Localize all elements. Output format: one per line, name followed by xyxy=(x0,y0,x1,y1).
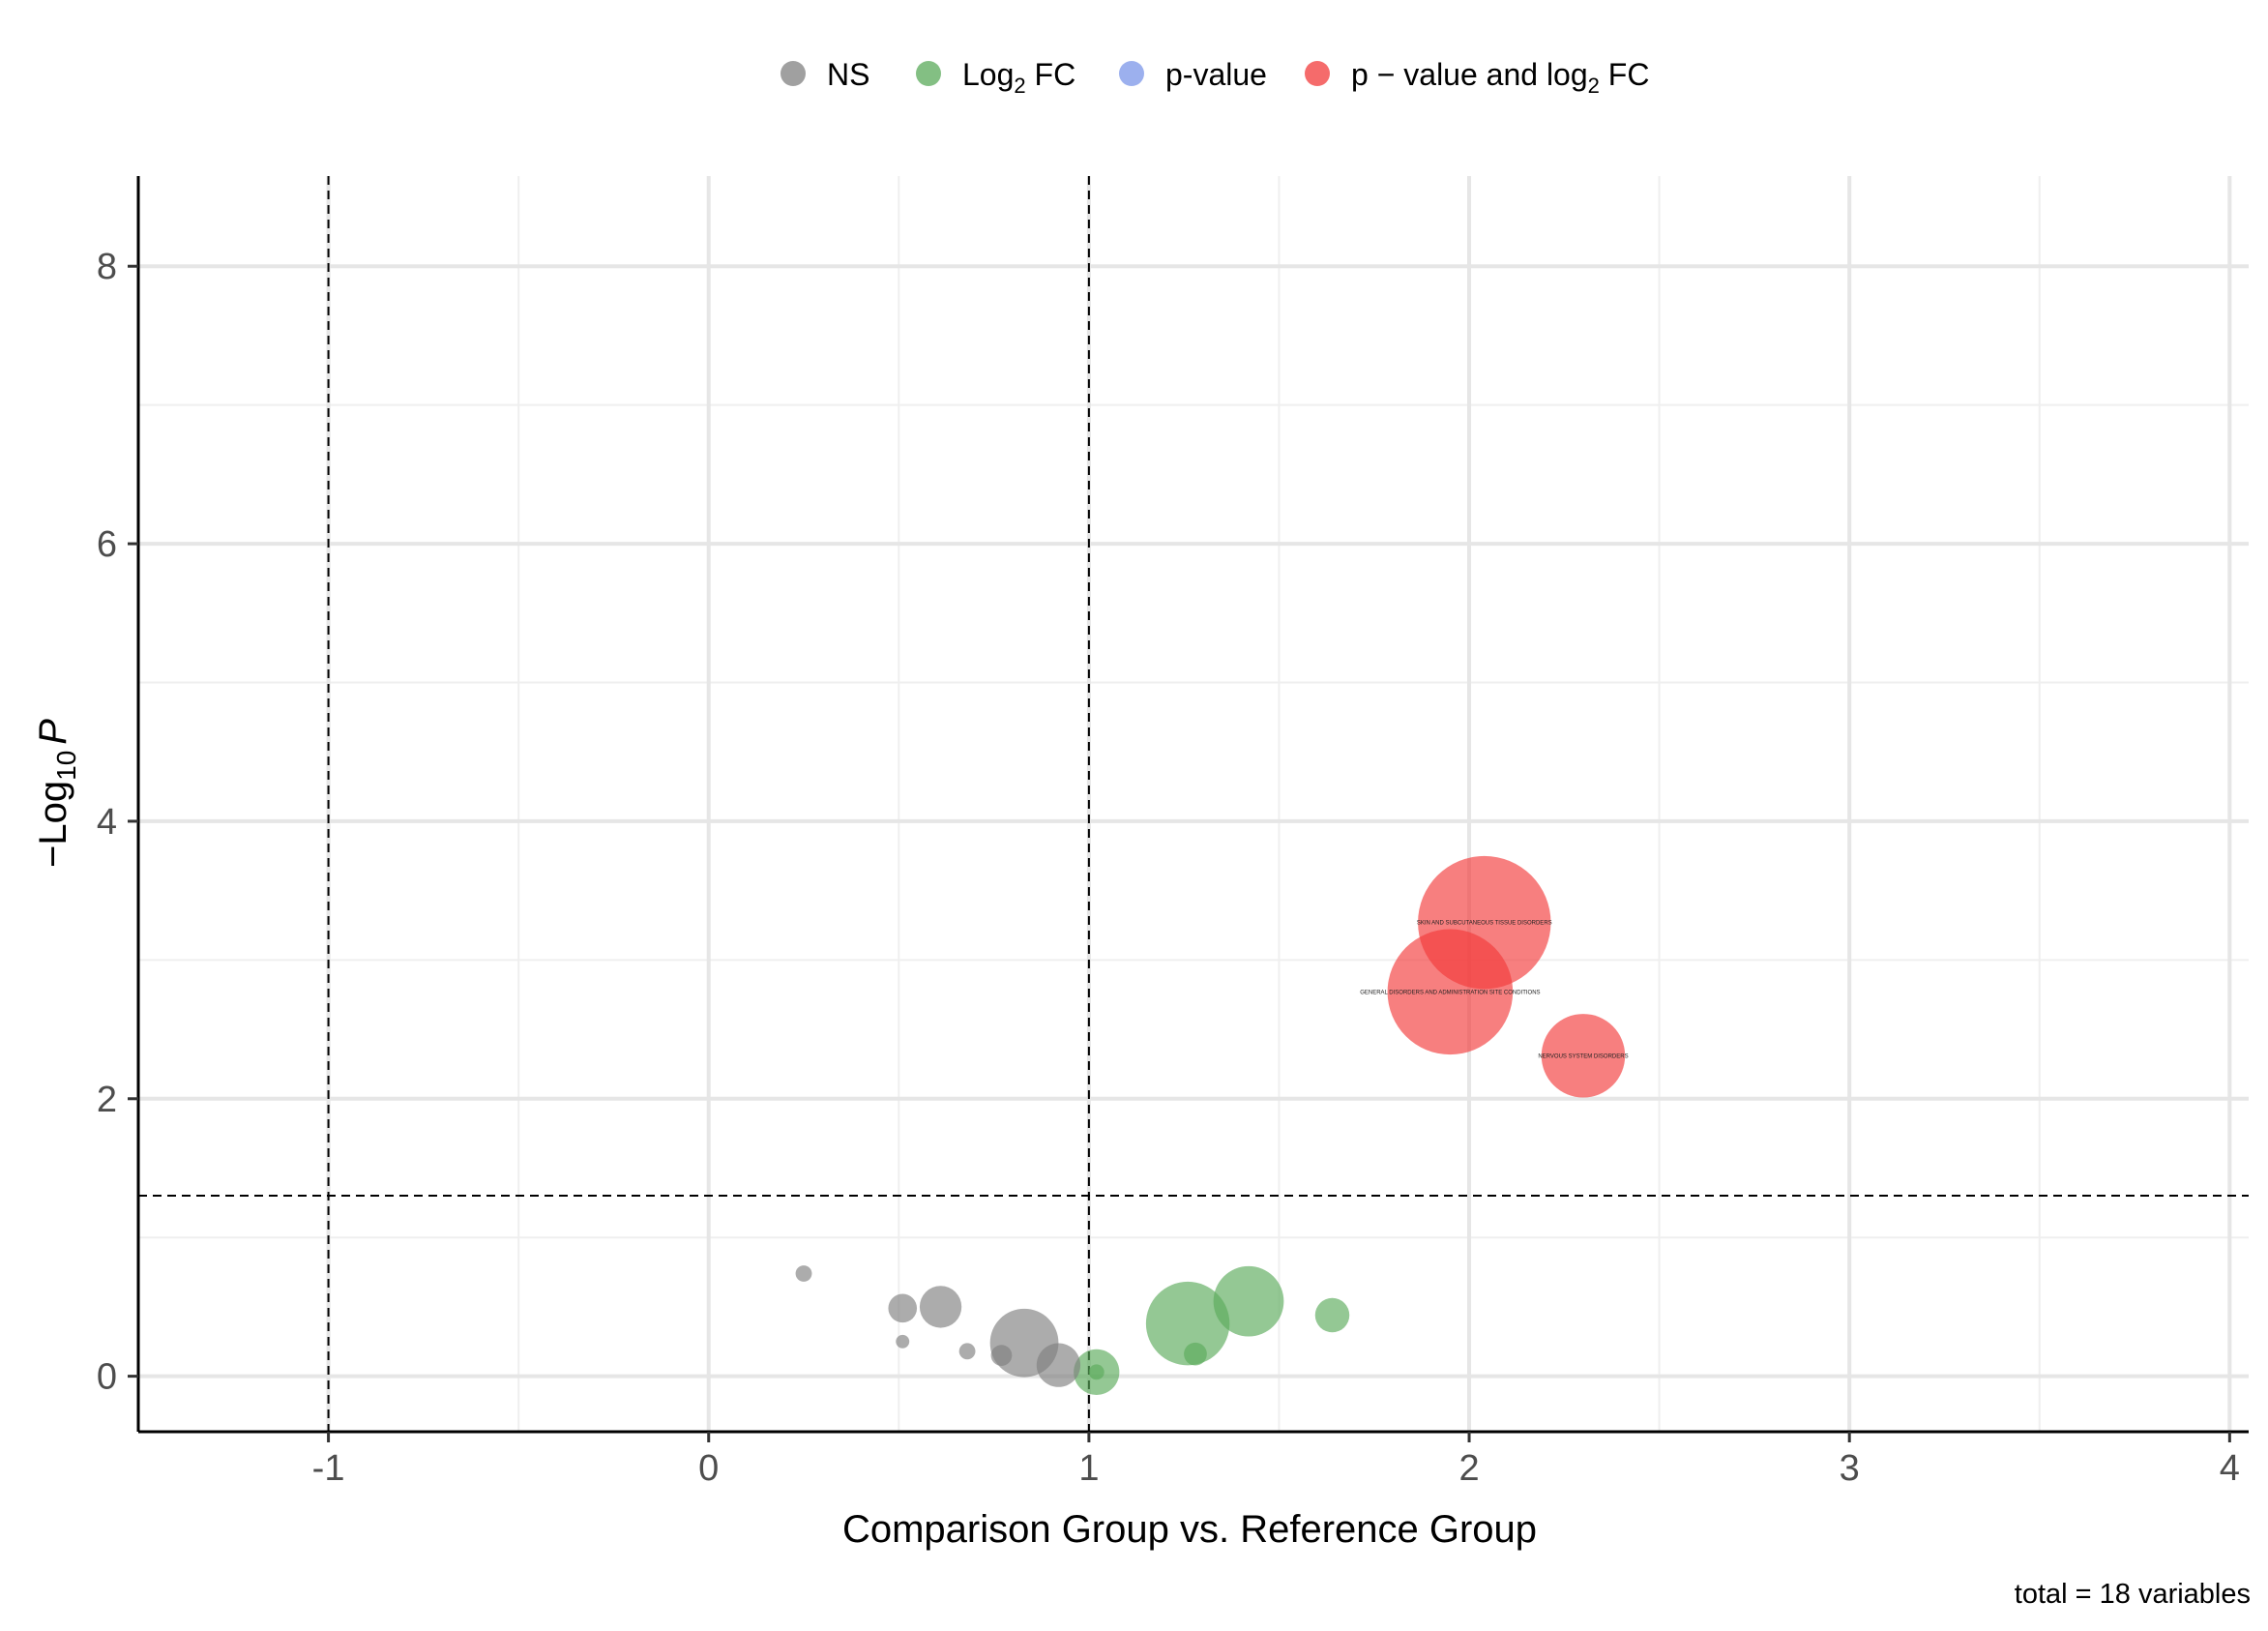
y-tick-label: 4 xyxy=(97,802,117,843)
data-point xyxy=(1088,1364,1105,1380)
data-point xyxy=(1184,1342,1207,1366)
point-labels: SKIN AND SUBCUTANEOUS TISSUE DISORDERS GE… xyxy=(1360,921,1628,1060)
y-tick-label: 2 xyxy=(97,1080,117,1120)
y-axis-title: −Log10 P xyxy=(32,719,81,868)
y-axis-title-main: −Log xyxy=(32,781,74,868)
legend-label-text: Log xyxy=(962,57,1014,92)
x-tick-label: 1 xyxy=(1078,1448,1099,1489)
point-label: NERVOUS SYSTEM DISORDERS xyxy=(1538,1053,1628,1059)
legend-label-subscript: 2 xyxy=(1014,74,1025,98)
legend-label: p-value xyxy=(1165,57,1267,92)
legend-marker xyxy=(1119,61,1144,86)
x-tick-label: 4 xyxy=(2220,1448,2240,1489)
data-point xyxy=(1314,1297,1350,1333)
legend-marker xyxy=(781,61,806,86)
legend-marker xyxy=(1305,61,1330,86)
legend: NS Log2 FC p-value p − value and log2 FC xyxy=(781,57,1649,98)
x-tick-label: 0 xyxy=(698,1448,719,1489)
data-point xyxy=(1213,1265,1284,1337)
y-axis-title-subscript: 10 xyxy=(51,751,81,781)
axes xyxy=(128,176,2249,1442)
y-tick-label: 0 xyxy=(97,1357,117,1398)
legend-label-text: p − value and log xyxy=(1351,57,1588,92)
legend-label: p − value and log2 FC xyxy=(1351,57,1649,98)
data-points xyxy=(795,855,1626,1395)
minor-gridlines xyxy=(138,176,2249,1432)
data-point xyxy=(919,1286,962,1328)
legend-marker xyxy=(916,61,941,86)
legend-label: NS xyxy=(827,57,869,92)
data-point xyxy=(1145,1281,1230,1366)
cutoff-lines xyxy=(138,176,2249,1432)
legend-label-text: NS xyxy=(827,57,869,92)
x-tick-label: -1 xyxy=(312,1448,345,1489)
data-point xyxy=(1387,929,1514,1055)
data-point xyxy=(795,1265,812,1282)
legend-label: Log2 FC xyxy=(962,57,1075,98)
point-label: GENERAL DISORDERS AND ADMINISTRATION SIT… xyxy=(1360,990,1540,995)
legend-label-subscript: 2 xyxy=(1588,74,1600,98)
x-axis-title: Comparison Group vs. Reference Group xyxy=(842,1508,1537,1551)
legend-label-suffix: FC xyxy=(1600,57,1650,92)
y-tick-label: 6 xyxy=(97,524,117,565)
data-point xyxy=(958,1343,976,1360)
data-point xyxy=(888,1293,918,1323)
legend-label-suffix: FC xyxy=(1026,57,1076,92)
x-tick-label: 2 xyxy=(1458,1448,1479,1489)
y-tick-label: 8 xyxy=(97,247,117,287)
point-label: SKIN AND SUBCUTANEOUS TISSUE DISORDERS xyxy=(1417,921,1552,927)
data-point xyxy=(1541,1014,1626,1098)
data-point xyxy=(1036,1343,1081,1387)
major-gridlines xyxy=(138,176,2249,1432)
caption: total = 18 variables xyxy=(2015,1579,2251,1610)
x-tick-label: 3 xyxy=(1840,1448,1860,1489)
legend-label-text: p-value xyxy=(1165,57,1267,92)
tick-labels: -1 0 1 2 3 4 0 2 4 6 8 xyxy=(97,247,2240,1489)
data-point xyxy=(896,1334,910,1349)
y-axis-title-italic: P xyxy=(32,719,74,745)
data-point xyxy=(990,1345,1013,1366)
